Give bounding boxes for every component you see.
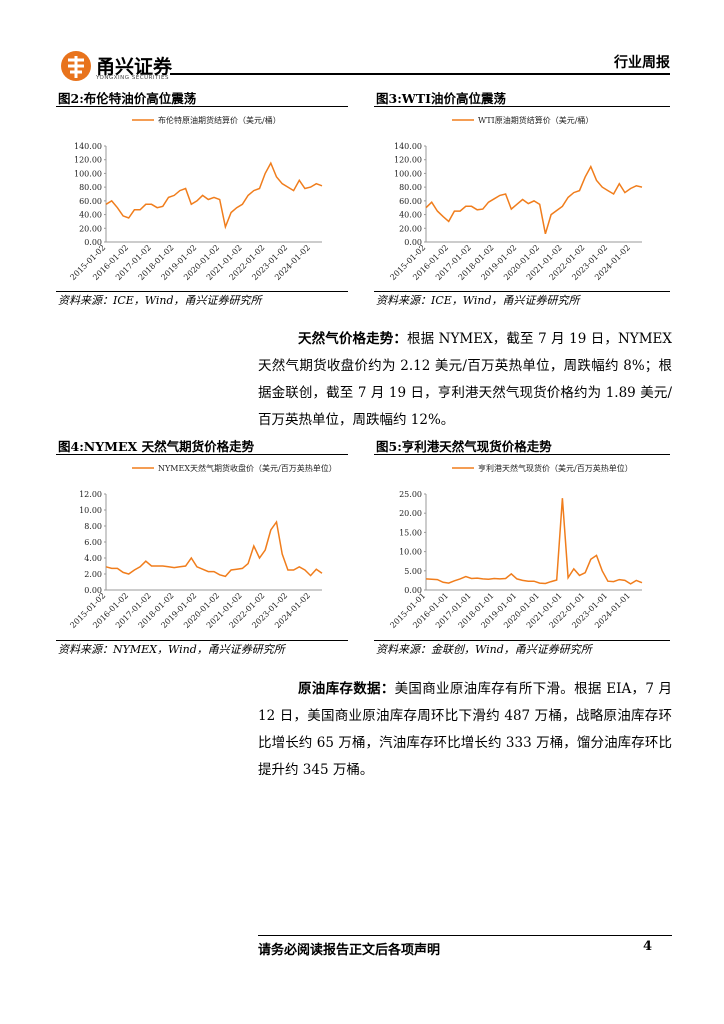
y-tick-label: 15.00: [399, 528, 422, 537]
source-rule: [374, 291, 670, 292]
y-tick-label: 140.00: [74, 142, 102, 151]
y-tick-label: 20.00: [79, 224, 102, 233]
figure-caption: 图2:布伦特油价高位震荡: [58, 91, 197, 106]
figure-caption: 图4:NYMEX 天然气期货价格走势: [58, 439, 255, 454]
y-tick-label: 120.00: [74, 156, 102, 165]
source-note: 资料来源：ICE，Wind，甬兴证券研究所: [58, 294, 262, 307]
source-note: 资料来源：金联创，Wind，甬兴证券研究所: [376, 643, 592, 656]
brand-en: YONGXING SECURITIES: [96, 75, 170, 81]
y-tick-label: 60.00: [399, 197, 422, 206]
figure-caption: 图5:亨利港天然气现货价格走势: [376, 439, 552, 454]
caption-rule: [374, 454, 670, 455]
page-number: 4: [642, 939, 652, 954]
y-tick-label: 80.00: [79, 183, 102, 192]
line-series: [105, 520, 323, 578]
caption-rule: [56, 454, 348, 455]
chart: 0.002.004.006.008.0010.0012.002015-01-02…: [68, 463, 337, 630]
logo-icon: [61, 51, 91, 81]
chart: 0.00 20.00 40.00 60.00 80.00 100.00 120.00 140.…: [68, 115, 323, 282]
header-rule: [170, 73, 670, 75]
paragraph-lead: 原油库存数据：: [298, 681, 395, 697]
paragraph: 天然气价格走势：根据 NYMEX，截至 7 月 19 日，NYMEX 天然气期货…: [258, 326, 672, 434]
caption-rule: [374, 106, 670, 107]
y-tick-label: 0.00: [404, 586, 422, 595]
source-rule: [374, 640, 670, 641]
chart: 0.00 20.00 40.00 60.00 80.00 100.00 120.00 140.…: [388, 115, 643, 282]
source-note: 资料来源：NYMEX，Wind，甬兴证券研究所: [58, 643, 285, 656]
y-tick-label: 20.00: [399, 509, 422, 518]
y-tick-label: 5.00: [404, 567, 422, 576]
y-tick-label: 0.00: [84, 586, 102, 595]
y-tick-label: 40.00: [79, 211, 102, 220]
paragraph-lead: 天然气价格走势：: [298, 331, 407, 347]
y-tick-label: 10.00: [399, 548, 422, 557]
footer-rule: [258, 935, 672, 936]
y-tick-label: 8.00: [84, 522, 102, 531]
y-tick-label: 100.00: [74, 169, 102, 178]
y-tick-label: 25.00: [399, 490, 422, 499]
y-tick-label: 140.00: [394, 142, 422, 151]
legend-label: 亨利港天然气现货价（美元/百万英热单位）: [478, 463, 633, 473]
paragraph-text: 根据 NYMEX，截至 7 月 19 日，NYMEX 天然气期货收盘价约为 2.…: [258, 331, 672, 428]
legend-label: NYMEX天然气期货收盘价（美元/百万英热单位）: [158, 463, 337, 473]
y-tick-label: 60.00: [79, 197, 102, 206]
paragraph-text: 美国商业原油库存有所下滑。根据 EIA，7 月 12 日，美国商业原油库存周环比…: [258, 681, 672, 778]
report-type: 行业周报: [614, 55, 670, 71]
source-rule: [56, 291, 348, 292]
chart: 0.005.0010.0015.0020.0025.002015-01-0120…: [388, 463, 643, 630]
y-tick-label: 6.00: [84, 538, 102, 547]
source-rule: [56, 640, 348, 641]
y-tick-label: 40.00: [399, 211, 422, 220]
y-tick-label: 100.00: [394, 169, 422, 178]
y-tick-label: 2.00: [84, 570, 102, 579]
paragraph: 原油库存数据：美国商业原油库存有所下滑。根据 EIA，7 月 12 日，美国商业…: [258, 676, 672, 784]
y-tick-label: 0.00: [404, 238, 422, 247]
y-tick-label: 20.00: [399, 224, 422, 233]
footer-disclaimer: 请务必阅读报告正文后各项声明: [258, 943, 441, 958]
legend-label: 布伦特原油期货结算价（美元/桶）: [158, 115, 281, 125]
y-tick-label: 12.00: [79, 490, 102, 499]
source-note: 资料来源：ICE，Wind，甬兴证券研究所: [376, 294, 580, 307]
line-series: [105, 161, 323, 230]
y-tick-label: 120.00: [394, 156, 422, 165]
figure-caption: 图3:WTI油价高位震荡: [376, 91, 506, 106]
legend-label: WTI原油期货结算价（美元/桶）: [478, 115, 593, 125]
y-tick-label: 80.00: [399, 183, 422, 192]
brand: 甬兴证券: [96, 56, 173, 78]
y-tick-label: 4.00: [84, 554, 102, 563]
caption-rule: [56, 106, 348, 107]
y-tick-label: 10.00: [79, 506, 102, 515]
y-tick-label: 0.00: [84, 238, 102, 247]
line-series: [425, 498, 643, 585]
line-series: [425, 164, 643, 235]
